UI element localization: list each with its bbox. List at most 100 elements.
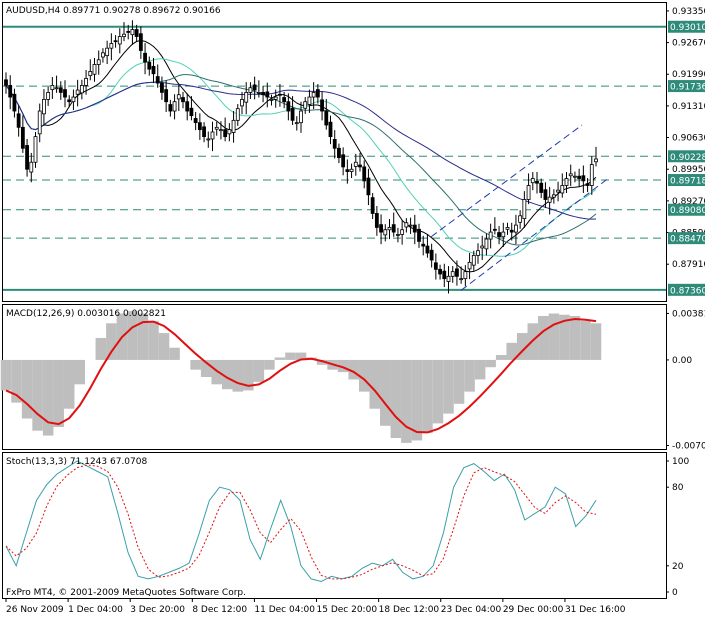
candle	[505, 222, 510, 235]
candle	[172, 94, 177, 120]
macd-bar	[590, 323, 602, 360]
candle	[79, 79, 84, 100]
candle	[560, 173, 565, 198]
candle-body	[105, 47, 110, 57]
candle-body	[484, 238, 489, 250]
candle-body	[589, 164, 594, 186]
candle	[84, 70, 88, 95]
candle-body	[429, 249, 434, 261]
candle	[235, 104, 240, 126]
level-label: 0.91736	[670, 83, 705, 93]
candle	[573, 171, 577, 183]
macd-bar	[569, 315, 581, 360]
macd-signal-line	[5, 317, 597, 434]
candle-body	[206, 138, 211, 141]
candle	[581, 165, 586, 193]
candle-body	[290, 107, 295, 121]
candle	[539, 178, 544, 199]
candle	[92, 57, 97, 82]
macd-bar	[106, 323, 117, 360]
candle	[54, 75, 59, 93]
candle	[105, 40, 110, 64]
candle-body	[585, 183, 590, 186]
candle-body	[417, 228, 421, 242]
candle	[484, 233, 489, 256]
x-tick-label: 8 Dec 12:00	[192, 605, 247, 615]
macd-bar	[422, 359, 433, 434]
macd-bar	[337, 359, 349, 373]
candle-body	[286, 101, 291, 112]
candle-body	[294, 122, 299, 125]
macd-header: MACD(12,26,9) 0.003016 0.002821	[6, 309, 166, 319]
candle	[535, 172, 539, 194]
candle	[231, 111, 236, 143]
candle	[278, 84, 282, 107]
candle	[383, 224, 388, 242]
stoch-y-tick-label: 100	[672, 457, 689, 467]
price-header: AUDUSD,H4 0.89771 0.90278 0.89672 0.9016…	[6, 6, 221, 16]
candle	[429, 243, 434, 268]
candle	[522, 191, 527, 228]
candle	[358, 152, 362, 172]
candle-body	[539, 182, 544, 193]
level-label-box	[668, 283, 705, 296]
candle	[46, 86, 51, 106]
macd-bar	[390, 359, 402, 439]
candle-body	[122, 33, 126, 37]
candle	[12, 88, 17, 118]
candle-body	[450, 271, 455, 277]
candle-body	[176, 94, 181, 100]
x-axis: 26 Nov 2009 1 Dec 04:00 3 Dec 20:00 8 Dec 1…	[5, 598, 626, 615]
candle-body	[374, 213, 379, 228]
candle-body	[252, 84, 257, 91]
candle	[299, 101, 303, 133]
level-label-box	[668, 20, 705, 33]
candle	[438, 264, 442, 280]
macd-bar	[495, 355, 507, 360]
candle-body	[505, 227, 510, 230]
candle	[328, 115, 333, 145]
candle-body	[273, 96, 278, 100]
candle	[290, 96, 295, 125]
candle-body	[231, 119, 236, 133]
macd-bar	[443, 359, 454, 414]
candle-body	[63, 89, 67, 98]
candle	[374, 206, 379, 236]
candle	[58, 81, 63, 100]
candle-body	[320, 99, 324, 112]
candle	[501, 222, 506, 247]
candle	[261, 85, 265, 103]
candle-body	[345, 169, 350, 172]
candle	[143, 43, 147, 75]
candle-body	[514, 224, 518, 233]
x-tick-label: 23 Dec 04:00	[441, 605, 502, 615]
level-label-box	[668, 80, 705, 93]
macd-bar	[369, 359, 381, 409]
candle	[155, 64, 160, 88]
candle	[568, 164, 573, 186]
macd-y-tick-label: 0.00381	[672, 309, 705, 319]
macd-bar	[453, 359, 465, 404]
candle-body	[412, 224, 417, 233]
candle-body	[543, 189, 548, 200]
candle-body	[387, 227, 392, 231]
candle-body	[438, 268, 442, 275]
macd-bar	[358, 359, 370, 392]
candle-body	[109, 43, 114, 49]
macd-bar	[432, 359, 444, 424]
level-label: 0.87360	[670, 286, 705, 296]
candle	[463, 265, 468, 287]
candle-body	[594, 158, 598, 163]
macd-bar	[63, 359, 75, 409]
candle-body	[235, 108, 240, 121]
candle	[497, 226, 501, 245]
macd-bar	[158, 333, 170, 360]
candle-body	[138, 33, 143, 51]
candle	[341, 147, 346, 176]
candle	[488, 223, 493, 249]
candle	[164, 80, 169, 112]
candle-body	[353, 161, 358, 167]
